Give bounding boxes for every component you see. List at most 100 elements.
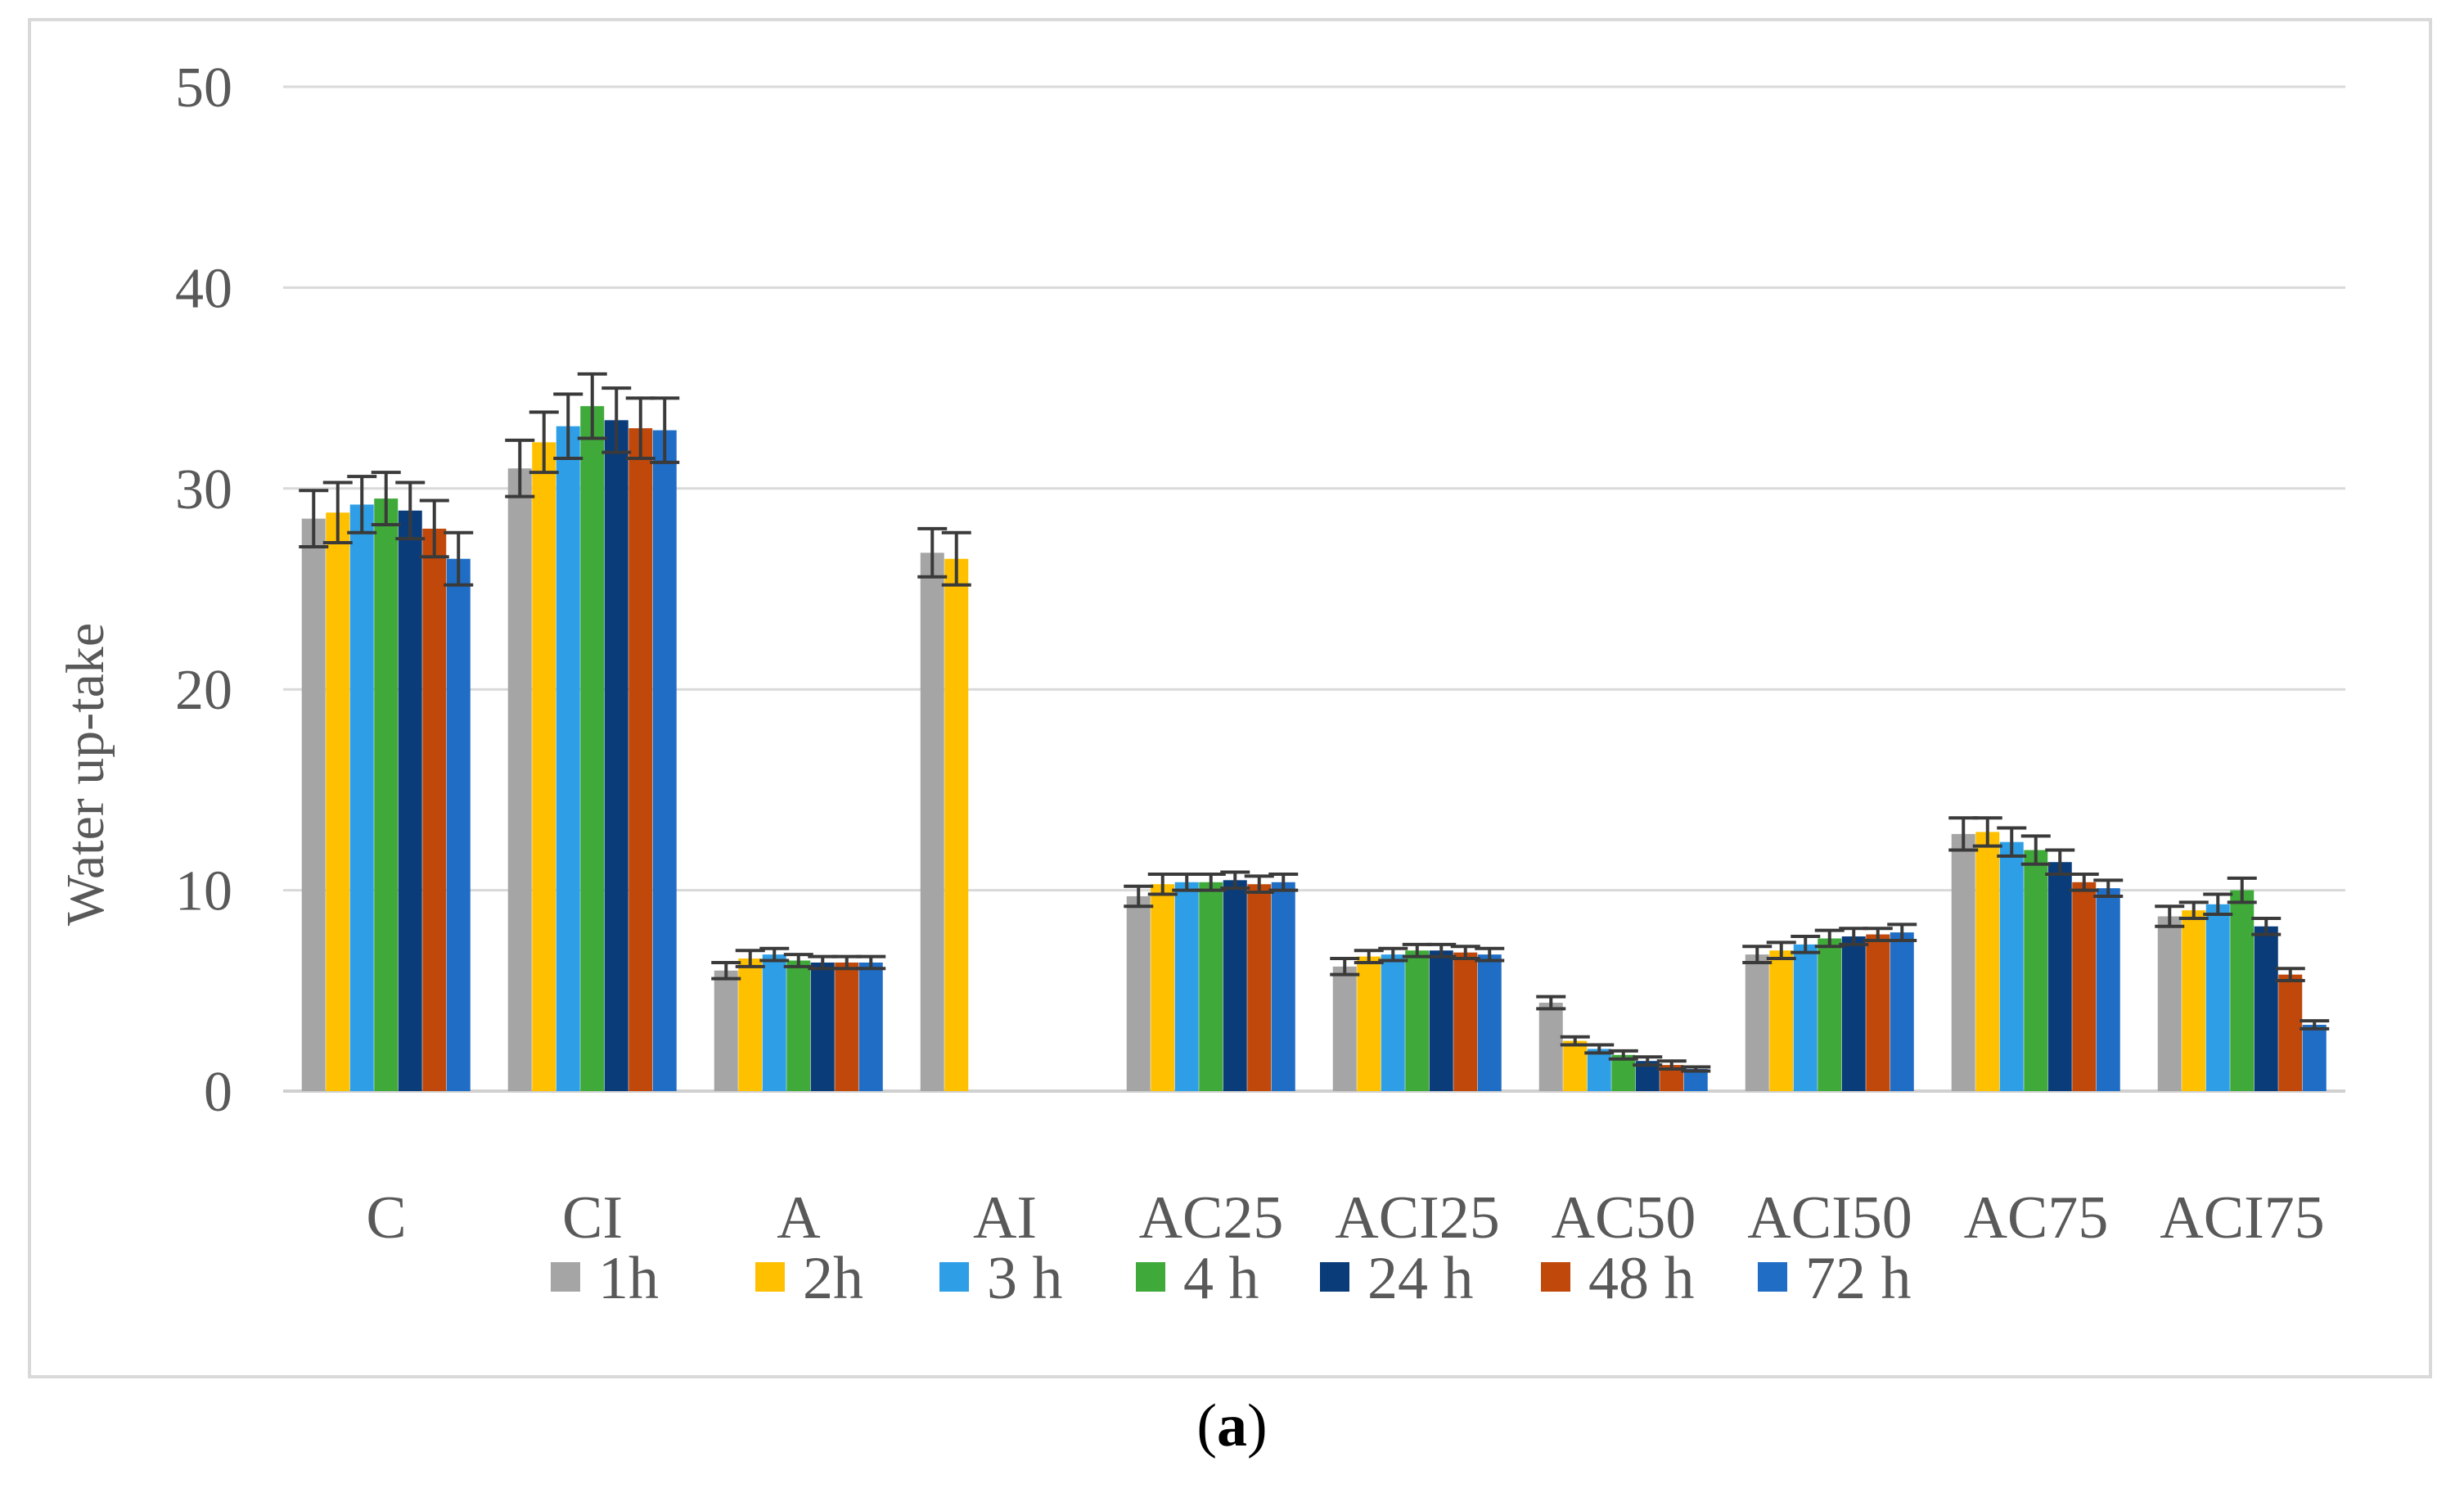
bar-C-3h	[349, 504, 374, 1091]
bar-AC50-4h	[1611, 1054, 1636, 1091]
legend-swatch	[1758, 1262, 1787, 1292]
figure-caption: (a)	[0, 1391, 2464, 1461]
legend-item-3h: 3 h	[939, 1245, 1063, 1312]
bar-CI-48h	[628, 428, 653, 1091]
bar-A-72h	[858, 962, 883, 1091]
bar-ACI50-48h	[1866, 934, 1890, 1091]
bar-ACI75-4h	[2230, 890, 2255, 1091]
error-bar-AC75-72h	[2093, 878, 2124, 898]
bar-C-2h	[326, 512, 350, 1091]
bar-ACI25-72h	[1477, 954, 1502, 1091]
bar-CI-4h	[580, 406, 605, 1091]
bar-A-1h	[714, 970, 738, 1091]
error-bar-AI-2h	[941, 530, 971, 587]
bar-ACI50-3h	[1793, 944, 1818, 1091]
legend-swatch	[1320, 1262, 1349, 1292]
category-label-AC25: AC25	[1139, 1184, 1284, 1252]
error-bar-ACI50-3h	[1791, 935, 1821, 954]
error-bar-A-1h	[711, 960, 741, 981]
bar-C-4h	[374, 498, 399, 1091]
bar-AC25-4h	[1199, 882, 1223, 1091]
error-bar-A-3h	[759, 946, 790, 963]
bar-ACI75-1h	[2157, 916, 2182, 1091]
bar-ACI25-4h	[1405, 950, 1430, 1091]
error-bar-AC50-48h	[1656, 1059, 1687, 1071]
error-bar-ACI75-2h	[2178, 900, 2209, 920]
y-tick-label: 20	[175, 659, 232, 722]
error-bar-C-24h	[395, 480, 426, 541]
error-bar-AC25-1h	[1124, 884, 1154, 909]
category-label-ACI50: ACI50	[1747, 1184, 1912, 1252]
bar-A-2h	[738, 958, 763, 1091]
error-bar-ACI50-4h	[1814, 928, 1845, 949]
legend: 1h 2h 3 h 4 h 24 h 48 h 72 h	[551, 1245, 1912, 1312]
bar-ACI50-72h	[1890, 932, 1914, 1091]
bar-ACI25-24h	[1429, 950, 1453, 1091]
legend-label: 4 h	[1183, 1245, 1259, 1312]
error-bar-AC50-3h	[1584, 1043, 1615, 1055]
legend-label: 72 h	[1805, 1245, 1912, 1312]
bar-CI-2h	[532, 442, 556, 1091]
error-bar-AC25-4h	[1196, 872, 1226, 892]
legend-swatch	[1136, 1262, 1165, 1292]
error-bar-C-1h	[299, 489, 329, 548]
y-tick-label: 40	[175, 257, 232, 320]
caption-close: )	[1247, 1392, 1268, 1459]
bar-ACI75-2h	[2182, 910, 2206, 1091]
error-bar-ACI25-3h	[1378, 946, 1408, 963]
legend-label: 1h	[598, 1245, 659, 1312]
category-label-AC75: AC75	[1964, 1184, 2109, 1252]
bar-ACI75-72h	[2302, 1025, 2327, 1091]
bar-A-48h	[835, 962, 859, 1091]
bar-ACI75-24h	[2254, 926, 2278, 1091]
legend-label: 3 h	[987, 1245, 1063, 1312]
bar-AC75-1h	[1951, 833, 1975, 1091]
error-bar-ACI25-72h	[1475, 946, 1505, 963]
bar-AC75-24h	[2047, 862, 2072, 1091]
bar-C-24h	[398, 510, 422, 1091]
bar-ACI25-1h	[1332, 966, 1357, 1091]
bar-AC25-24h	[1223, 880, 1247, 1091]
error-bar-ACI50-1h	[1742, 945, 1773, 964]
bar-ACI50-2h	[1769, 950, 1794, 1091]
error-bar-AC75-3h	[1997, 826, 2027, 858]
x-axis-categories: C CI A AI AC25 ACI25 AC50 ACI50 AC75 ACI75	[366, 1184, 2324, 1252]
bar-AC50-1h	[1538, 1003, 1563, 1091]
bar-AC25-3h	[1174, 882, 1199, 1091]
category-label-A: A	[777, 1184, 820, 1252]
category-label-AC50: AC50	[1552, 1184, 1696, 1252]
bar-C-48h	[422, 528, 447, 1091]
bar-A-24h	[810, 962, 835, 1091]
bar-AC25-1h	[1126, 895, 1151, 1091]
category-label-ACI25: ACI25	[1335, 1184, 1499, 1252]
error-bar-AC25-72h	[1268, 872, 1299, 892]
bar-CI-72h	[652, 430, 677, 1091]
bars	[301, 406, 2327, 1091]
error-bar-AC25-48h	[1244, 874, 1274, 895]
category-label-AI: AI	[973, 1184, 1037, 1252]
chart-frame: 0 10 20 30 40 50 C CI A AI AC25 ACI25 AC50 ACI50 AC75…	[28, 18, 2432, 1378]
error-bar-C-48h	[419, 498, 449, 559]
bar-CI-1h	[507, 468, 532, 1091]
y-tick-label: 30	[175, 458, 232, 521]
legend-item-72h: 72 h	[1758, 1245, 1912, 1312]
error-bar-CI-4h	[577, 372, 607, 440]
bar-ACI25-2h	[1357, 956, 1381, 1091]
bar-ACI25-48h	[1453, 952, 1478, 1091]
error-bar-ACI75-48h	[2275, 967, 2305, 983]
bar-AC75-72h	[2096, 888, 2120, 1091]
error-bar-ACI50-2h	[1766, 940, 1796, 961]
y-axis-ticks: 0 10 20 30 40 50	[175, 56, 232, 1124]
category-label-CI: CI	[562, 1184, 623, 1252]
bar-AI-2h	[944, 558, 969, 1091]
bar-AC50-3h	[1587, 1049, 1611, 1091]
bar-ACI50-4h	[1818, 938, 1842, 1091]
bar-AC75-2h	[1975, 832, 2000, 1091]
bar-AC75-48h	[2072, 882, 2097, 1091]
legend-item-48h: 48 h	[1541, 1245, 1695, 1312]
bar-C-72h	[446, 558, 471, 1091]
error-bar-AC50-1h	[1536, 995, 1566, 1011]
error-bar-AC50-24h	[1633, 1055, 1663, 1067]
legend-item-2h: 2h	[755, 1245, 863, 1312]
legend-item-1h: 1h	[551, 1245, 659, 1312]
